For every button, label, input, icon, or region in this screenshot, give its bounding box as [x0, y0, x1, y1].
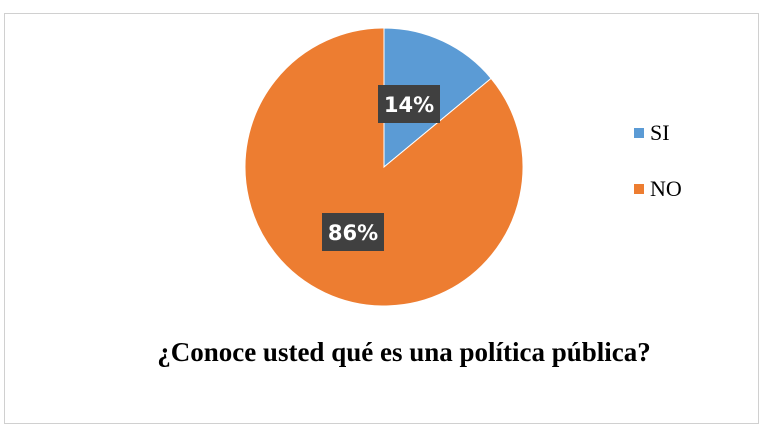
legend-item-si: SI	[634, 118, 682, 148]
data-label-no: 86%	[322, 213, 384, 251]
legend-label-si: SI	[650, 120, 670, 145]
pie-slice-no	[244, 27, 524, 307]
legend-item-no: NO	[634, 174, 682, 204]
data-label-box	[378, 85, 440, 123]
legend-swatch-si	[634, 128, 644, 138]
legend: SI NO	[634, 118, 682, 230]
data-label-si: 14%	[378, 85, 440, 123]
legend-swatch-no	[634, 184, 644, 194]
data-label-box	[322, 213, 384, 251]
legend-label-no: NO	[650, 176, 682, 201]
pie-data-labels: 14% 86%	[322, 85, 440, 251]
pie-slices	[244, 27, 524, 307]
chart-title: ¿Conoce usted qué es una política públic…	[157, 337, 651, 367]
data-label-text: 14%	[384, 93, 434, 117]
data-label-text: 86%	[328, 221, 378, 245]
